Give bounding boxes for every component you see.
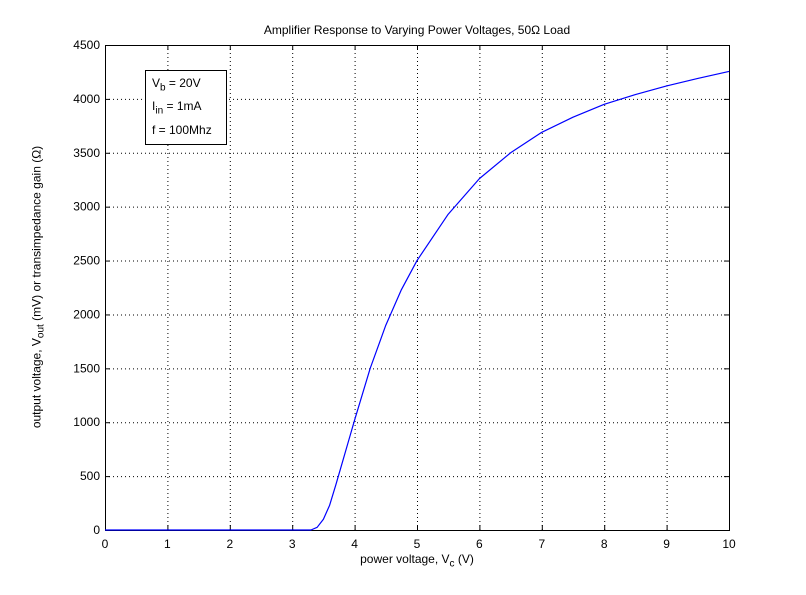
plot-frame — [105, 45, 730, 531]
y-tick-label: 4500 — [73, 38, 100, 52]
annotation-iin: Iin = 1mA — [152, 99, 202, 117]
y-tick-label: 1500 — [73, 361, 100, 375]
x-tick-label: 2 — [226, 537, 233, 551]
x-label-text: power voltage, V — [360, 552, 450, 566]
y-tick-label: 1000 — [73, 415, 100, 429]
x-label-sub: c — [449, 558, 455, 570]
y-tick-label: 2000 — [73, 307, 100, 321]
data-line-vout — [105, 70, 730, 531]
annotation-vb: Vb = 20V — [152, 76, 201, 94]
x-tick-label: 3 — [289, 537, 296, 551]
x-tick-label: 1 — [164, 537, 171, 551]
x-axis-label: power voltage, Vc (V) — [105, 552, 729, 569]
annotation-freq: f = 100Mhz — [152, 122, 212, 137]
x-tick-label: 8 — [601, 537, 608, 551]
x-tick-label: 5 — [414, 537, 421, 551]
y-tick-label: 500 — [80, 469, 100, 483]
x-tick-label: 6 — [476, 537, 483, 551]
y-label-unit: (mV) or transimpedance gain (Ω) — [29, 145, 44, 325]
x-tick-label: 4 — [351, 537, 358, 551]
y-axis-label: output voltage, Vout (mV) or transimpeda… — [29, 146, 46, 428]
x-tick-label: 9 — [663, 537, 670, 551]
y-tick-label: 3000 — [73, 200, 100, 214]
x-label-unit: (V) — [454, 552, 474, 566]
chart-title: Amplifier Response to Varying Power Volt… — [263, 23, 571, 37]
y-tick-label: 4000 — [73, 92, 100, 106]
y-tick-label: 2500 — [73, 254, 100, 268]
x-tick-label: 7 — [538, 537, 545, 551]
annotation-box: Vb = 20V Iin = 1mA f = 100Mhz — [145, 70, 227, 145]
y-tick-label: 0 — [93, 523, 100, 537]
x-tick-label: 10 — [722, 537, 736, 551]
x-tick-label: 0 — [102, 537, 109, 551]
y-label-sub: out — [35, 324, 47, 339]
y-label-text: output voltage, V — [29, 338, 44, 429]
y-tick-label: 3500 — [73, 146, 100, 160]
